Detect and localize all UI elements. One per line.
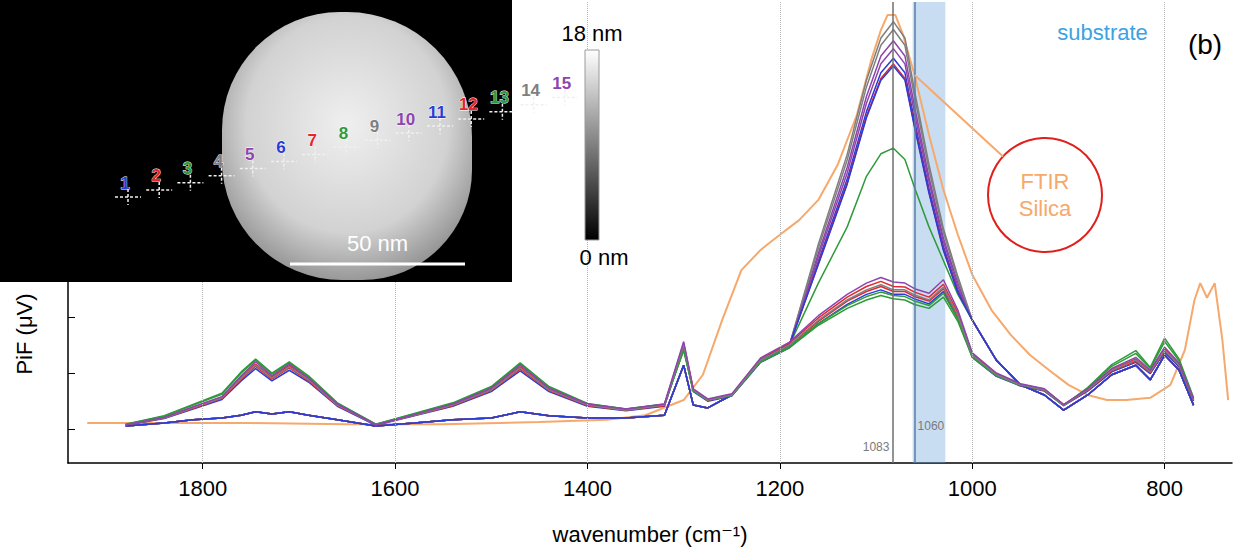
- svg-text:FTIR: FTIR: [1021, 169, 1070, 194]
- svg-text:Silica: Silica: [1019, 196, 1072, 221]
- svg-text:10: 10: [396, 110, 415, 129]
- svg-text:50 nm: 50 nm: [347, 231, 408, 256]
- svg-text:14: 14: [521, 81, 540, 100]
- svg-text:1: 1: [120, 174, 129, 193]
- svg-text:2: 2: [151, 166, 160, 185]
- svg-text:800: 800: [1146, 476, 1183, 501]
- svg-text:9: 9: [370, 117, 379, 136]
- svg-text:1400: 1400: [563, 476, 612, 501]
- svg-text:6: 6: [276, 138, 285, 157]
- svg-text:1200: 1200: [755, 476, 804, 501]
- svg-text:12: 12: [459, 95, 478, 114]
- svg-text:1800: 1800: [178, 476, 227, 501]
- svg-text:PiF (μV): PiF (μV): [12, 293, 37, 374]
- svg-text:15: 15: [552, 74, 571, 93]
- svg-text:substrate: substrate: [1057, 20, 1148, 45]
- svg-text:18 nm: 18 nm: [561, 21, 622, 46]
- svg-text:4: 4: [214, 152, 224, 171]
- svg-text:0 nm: 0 nm: [580, 245, 629, 270]
- svg-text:11: 11: [428, 103, 446, 122]
- svg-text:3: 3: [183, 159, 192, 178]
- svg-text:1083: 1083: [863, 440, 890, 454]
- svg-text:wavenumber (cm⁻¹): wavenumber (cm⁻¹): [552, 522, 748, 547]
- svg-text:7: 7: [307, 131, 316, 150]
- svg-text:5: 5: [245, 145, 254, 164]
- svg-text:1060: 1060: [918, 419, 945, 433]
- svg-text:8: 8: [339, 124, 348, 143]
- svg-text:13: 13: [490, 88, 509, 107]
- svg-text:1600: 1600: [371, 476, 420, 501]
- svg-text:(b): (b): [1188, 29, 1222, 60]
- svg-text:1000: 1000: [948, 476, 997, 501]
